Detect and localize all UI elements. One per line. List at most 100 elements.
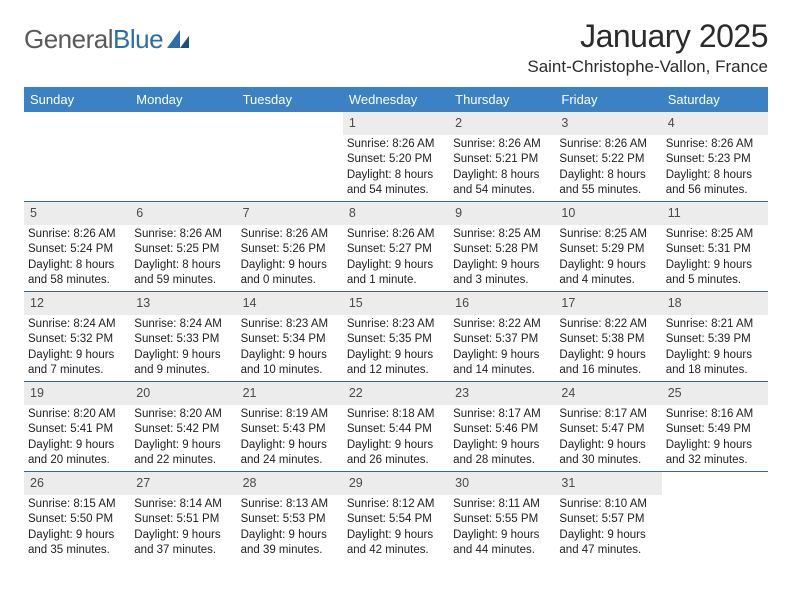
day-number: 17 bbox=[555, 292, 661, 315]
day-details: Sunrise: 8:26 AMSunset: 5:25 PMDaylight:… bbox=[130, 225, 236, 291]
day-number: 20 bbox=[130, 382, 236, 405]
sunset-line: Sunset: 5:49 PM bbox=[666, 422, 764, 438]
calendar-week-row: 5Sunrise: 8:26 AMSunset: 5:24 PMDaylight… bbox=[24, 201, 768, 291]
sunrise-line: Sunrise: 8:19 AM bbox=[241, 407, 339, 423]
daylight-line: Daylight: 8 hours and 56 minutes. bbox=[666, 168, 764, 199]
weekday-header: Friday bbox=[555, 87, 661, 112]
calendar-day-cell: 15Sunrise: 8:23 AMSunset: 5:35 PMDayligh… bbox=[343, 291, 449, 381]
sunrise-line: Sunrise: 8:26 AM bbox=[453, 137, 551, 153]
sunrise-line: Sunrise: 8:25 AM bbox=[453, 227, 551, 243]
day-number: 9 bbox=[449, 202, 555, 225]
calendar-day-cell: 12Sunrise: 8:24 AMSunset: 5:32 PMDayligh… bbox=[24, 291, 130, 381]
sunset-line: Sunset: 5:27 PM bbox=[347, 242, 445, 258]
day-number: 23 bbox=[449, 382, 555, 405]
calendar-day-cell: 1Sunrise: 8:26 AMSunset: 5:20 PMDaylight… bbox=[343, 112, 449, 201]
day-details: Sunrise: 8:20 AMSunset: 5:41 PMDaylight:… bbox=[24, 405, 130, 471]
sunrise-line: Sunrise: 8:17 AM bbox=[559, 407, 657, 423]
sunset-line: Sunset: 5:32 PM bbox=[28, 332, 126, 348]
calendar-day-cell: 6Sunrise: 8:26 AMSunset: 5:25 PMDaylight… bbox=[130, 201, 236, 291]
sunset-line: Sunset: 5:23 PM bbox=[666, 152, 764, 168]
daylight-line: Daylight: 9 hours and 0 minutes. bbox=[241, 258, 339, 289]
sunrise-line: Sunrise: 8:26 AM bbox=[241, 227, 339, 243]
sunset-line: Sunset: 5:54 PM bbox=[347, 512, 445, 528]
sunset-line: Sunset: 5:29 PM bbox=[559, 242, 657, 258]
day-details: Sunrise: 8:26 AMSunset: 5:23 PMDaylight:… bbox=[662, 135, 768, 201]
calendar-day-cell: 18Sunrise: 8:21 AMSunset: 5:39 PMDayligh… bbox=[662, 291, 768, 381]
daylight-line: Daylight: 9 hours and 37 minutes. bbox=[134, 528, 232, 559]
day-details: Sunrise: 8:22 AMSunset: 5:37 PMDaylight:… bbox=[449, 315, 555, 381]
day-number: 24 bbox=[555, 382, 661, 405]
sunrise-line: Sunrise: 8:10 AM bbox=[559, 497, 657, 513]
daylight-line: Daylight: 9 hours and 14 minutes. bbox=[453, 348, 551, 379]
calendar-week-row: 19Sunrise: 8:20 AMSunset: 5:41 PMDayligh… bbox=[24, 381, 768, 471]
daylight-line: Daylight: 9 hours and 26 minutes. bbox=[347, 438, 445, 469]
sunrise-line: Sunrise: 8:20 AM bbox=[28, 407, 126, 423]
daylight-line: Daylight: 9 hours and 1 minute. bbox=[347, 258, 445, 289]
day-number: 13 bbox=[130, 292, 236, 315]
daylight-line: Daylight: 9 hours and 32 minutes. bbox=[666, 438, 764, 469]
sunset-line: Sunset: 5:35 PM bbox=[347, 332, 445, 348]
calendar-week-row: 12Sunrise: 8:24 AMSunset: 5:32 PMDayligh… bbox=[24, 291, 768, 381]
sunrise-line: Sunrise: 8:26 AM bbox=[347, 227, 445, 243]
calendar-day-cell: 28Sunrise: 8:13 AMSunset: 5:53 PMDayligh… bbox=[237, 471, 343, 560]
sunrise-line: Sunrise: 8:11 AM bbox=[453, 497, 551, 513]
day-number: 15 bbox=[343, 292, 449, 315]
sunset-line: Sunset: 5:53 PM bbox=[241, 512, 339, 528]
day-details: Sunrise: 8:23 AMSunset: 5:35 PMDaylight:… bbox=[343, 315, 449, 381]
weekday-header: Monday bbox=[130, 87, 236, 112]
daylight-line: Daylight: 8 hours and 59 minutes. bbox=[134, 258, 232, 289]
calendar-day-cell: 25Sunrise: 8:16 AMSunset: 5:49 PMDayligh… bbox=[662, 381, 768, 471]
day-number: 16 bbox=[449, 292, 555, 315]
weekday-header-row: Sunday Monday Tuesday Wednesday Thursday… bbox=[24, 87, 768, 112]
daylight-line: Daylight: 9 hours and 22 minutes. bbox=[134, 438, 232, 469]
logo-mark-icon bbox=[167, 26, 193, 53]
page-subtitle: Saint-Christophe-Vallon, France bbox=[527, 57, 768, 77]
calendar-day-cell: 29Sunrise: 8:12 AMSunset: 5:54 PMDayligh… bbox=[343, 471, 449, 560]
sunrise-line: Sunrise: 8:22 AM bbox=[453, 317, 551, 333]
calendar-day-cell: 20Sunrise: 8:20 AMSunset: 5:42 PMDayligh… bbox=[130, 381, 236, 471]
calendar-day-cell: 31Sunrise: 8:10 AMSunset: 5:57 PMDayligh… bbox=[555, 471, 661, 560]
day-details: Sunrise: 8:24 AMSunset: 5:32 PMDaylight:… bbox=[24, 315, 130, 381]
sunrise-line: Sunrise: 8:26 AM bbox=[666, 137, 764, 153]
calendar-day-cell: . bbox=[130, 112, 236, 201]
sunrise-line: Sunrise: 8:20 AM bbox=[134, 407, 232, 423]
day-details: Sunrise: 8:18 AMSunset: 5:44 PMDaylight:… bbox=[343, 405, 449, 471]
daylight-line: Daylight: 9 hours and 7 minutes. bbox=[28, 348, 126, 379]
calendar-day-cell: 14Sunrise: 8:23 AMSunset: 5:34 PMDayligh… bbox=[237, 291, 343, 381]
sunrise-line: Sunrise: 8:12 AM bbox=[347, 497, 445, 513]
day-number: 11 bbox=[662, 202, 768, 225]
day-number: 30 bbox=[449, 472, 555, 495]
daylight-line: Daylight: 8 hours and 54 minutes. bbox=[453, 168, 551, 199]
sunset-line: Sunset: 5:33 PM bbox=[134, 332, 232, 348]
sunset-line: Sunset: 5:37 PM bbox=[453, 332, 551, 348]
day-details: Sunrise: 8:17 AMSunset: 5:47 PMDaylight:… bbox=[555, 405, 661, 471]
day-details: Sunrise: 8:20 AMSunset: 5:42 PMDaylight:… bbox=[130, 405, 236, 471]
day-number: 18 bbox=[662, 292, 768, 315]
day-number: 12 bbox=[24, 292, 130, 315]
calendar-day-cell: 19Sunrise: 8:20 AMSunset: 5:41 PMDayligh… bbox=[24, 381, 130, 471]
day-details: Sunrise: 8:24 AMSunset: 5:33 PMDaylight:… bbox=[130, 315, 236, 381]
day-number: 22 bbox=[343, 382, 449, 405]
sunset-line: Sunset: 5:51 PM bbox=[134, 512, 232, 528]
day-details: Sunrise: 8:17 AMSunset: 5:46 PMDaylight:… bbox=[449, 405, 555, 471]
calendar-day-cell: 8Sunrise: 8:26 AMSunset: 5:27 PMDaylight… bbox=[343, 201, 449, 291]
day-number: 14 bbox=[237, 292, 343, 315]
sunrise-line: Sunrise: 8:26 AM bbox=[347, 137, 445, 153]
day-number: 27 bbox=[130, 472, 236, 495]
daylight-line: Daylight: 9 hours and 24 minutes. bbox=[241, 438, 339, 469]
weekday-header: Thursday bbox=[449, 87, 555, 112]
calendar-day-cell: 7Sunrise: 8:26 AMSunset: 5:26 PMDaylight… bbox=[237, 201, 343, 291]
day-number: 6 bbox=[130, 202, 236, 225]
day-number: 19 bbox=[24, 382, 130, 405]
calendar-day-cell: 21Sunrise: 8:19 AMSunset: 5:43 PMDayligh… bbox=[237, 381, 343, 471]
sunset-line: Sunset: 5:28 PM bbox=[453, 242, 551, 258]
sunset-line: Sunset: 5:42 PM bbox=[134, 422, 232, 438]
day-number: 4 bbox=[662, 112, 768, 135]
calendar-day-cell: 24Sunrise: 8:17 AMSunset: 5:47 PMDayligh… bbox=[555, 381, 661, 471]
day-number: 28 bbox=[237, 472, 343, 495]
sunset-line: Sunset: 5:44 PM bbox=[347, 422, 445, 438]
page-title: January 2025 bbox=[527, 18, 768, 55]
daylight-line: Daylight: 8 hours and 55 minutes. bbox=[559, 168, 657, 199]
sunrise-line: Sunrise: 8:15 AM bbox=[28, 497, 126, 513]
calendar-day-cell: . bbox=[662, 471, 768, 560]
